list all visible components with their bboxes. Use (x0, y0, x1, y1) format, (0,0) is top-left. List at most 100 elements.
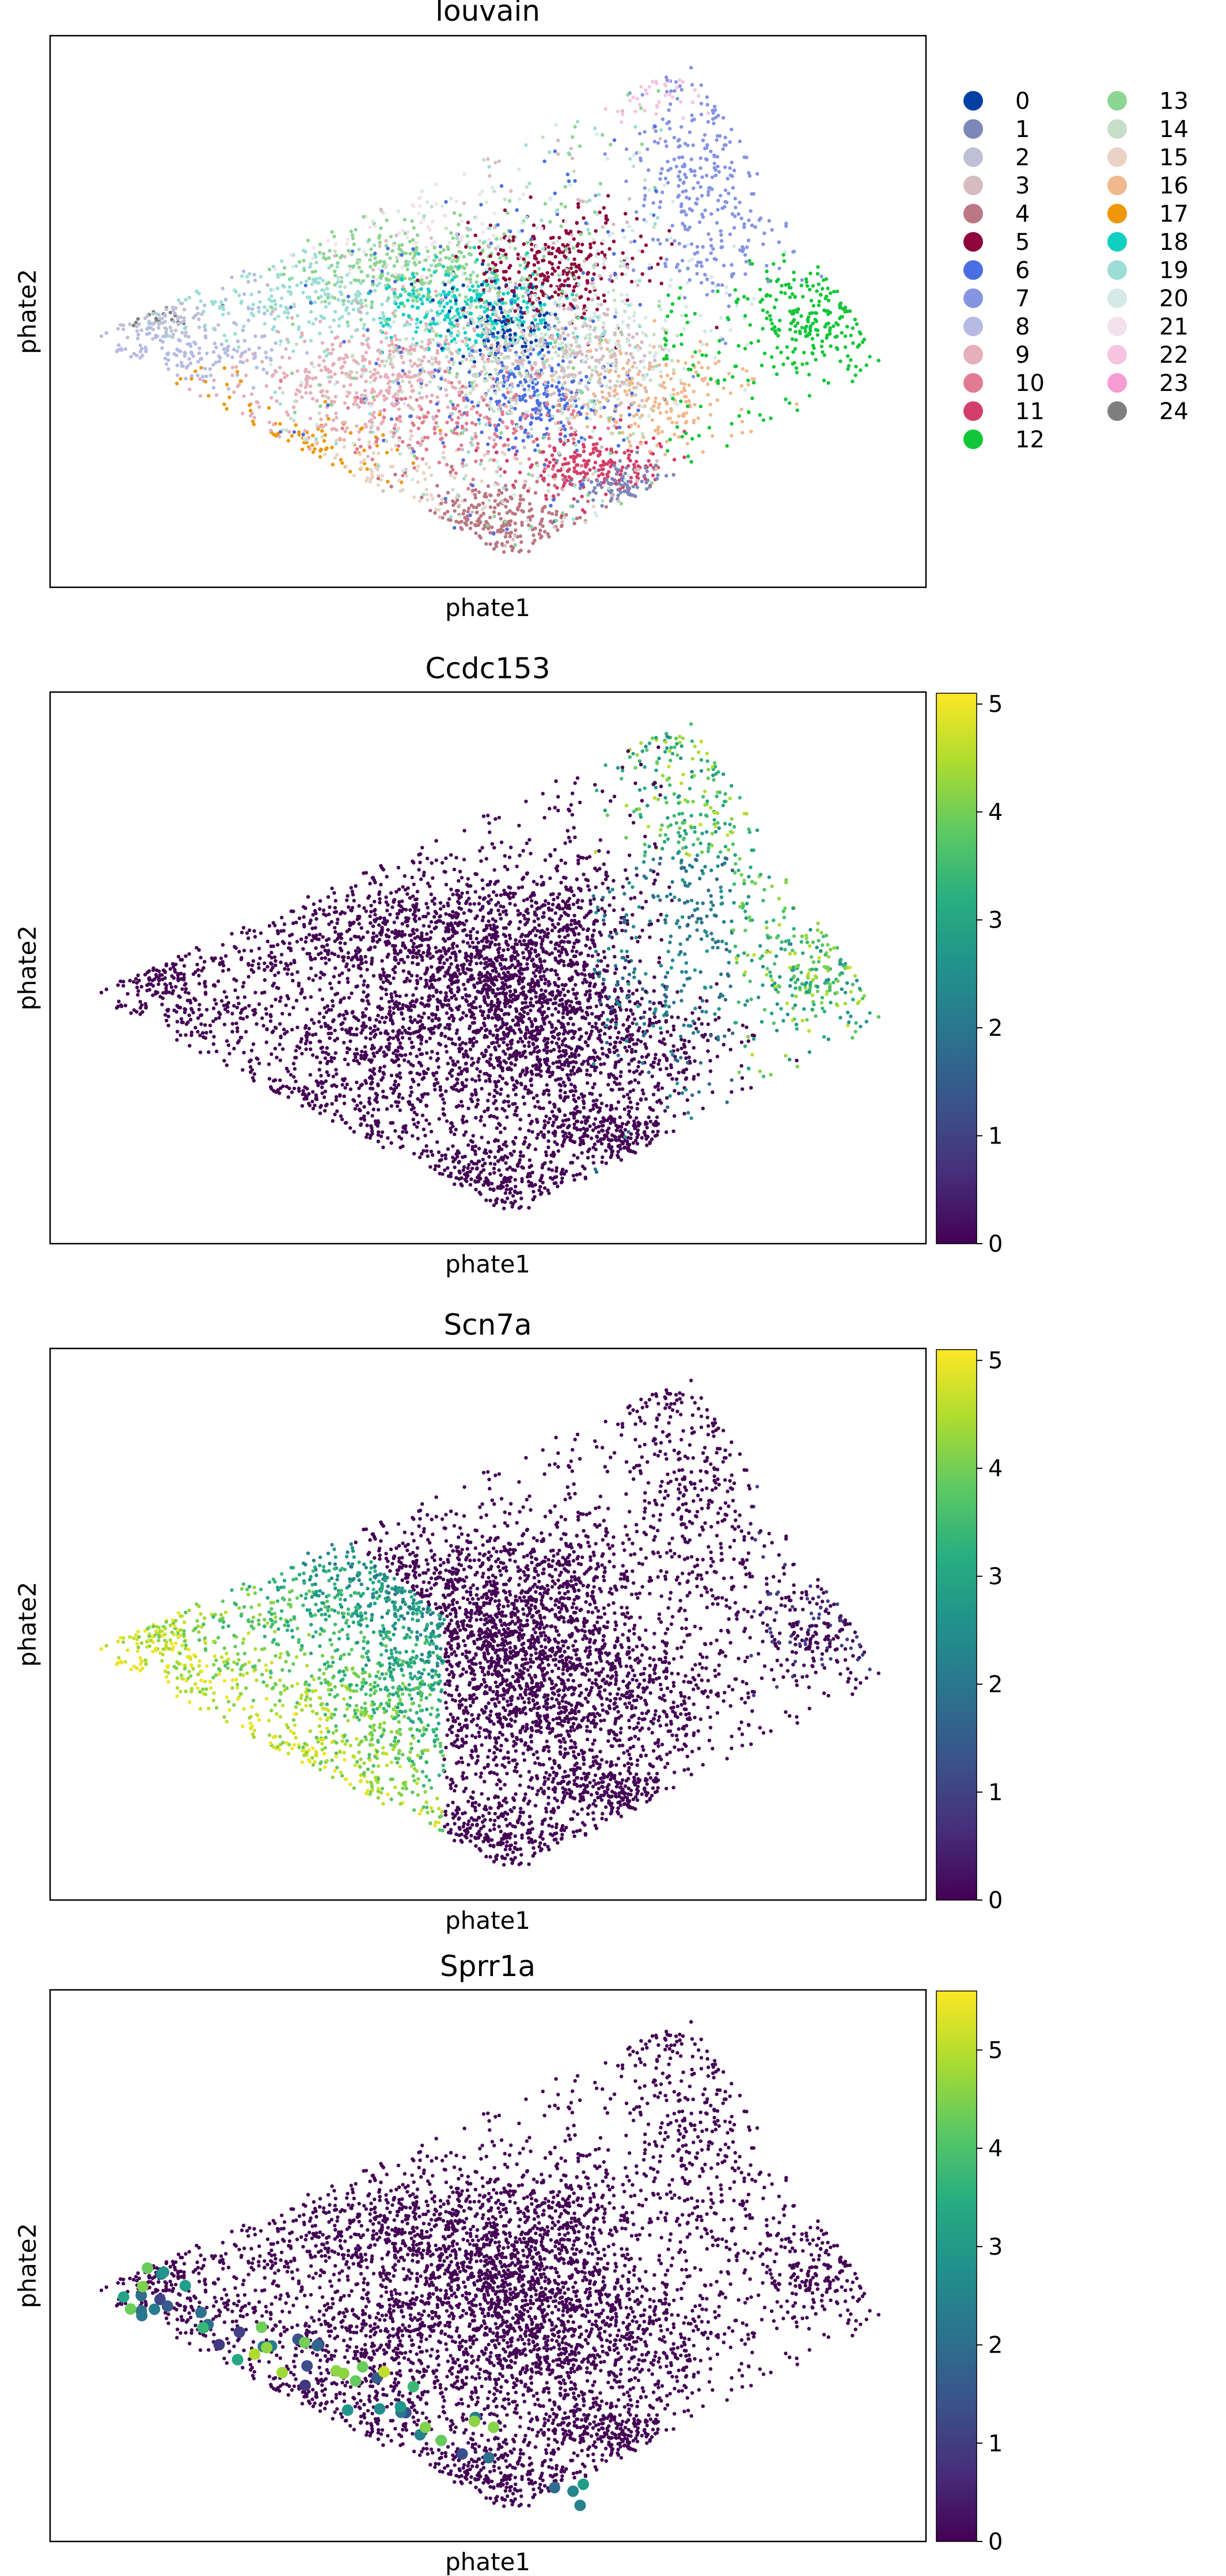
scatter-point (446, 366, 450, 370)
scatter-point (853, 317, 857, 322)
scatter-point (815, 328, 820, 332)
scatter-point (354, 278, 358, 283)
scatter-point (437, 461, 441, 465)
scatter-point (398, 350, 403, 355)
scatter-point (226, 311, 231, 316)
scatter-point (276, 275, 280, 279)
scatter-point (568, 306, 572, 310)
scatter-point (559, 202, 563, 206)
scatter-point (445, 314, 450, 318)
scatter-point (573, 396, 577, 400)
scatter-point (557, 403, 561, 407)
scatter-point (343, 430, 347, 434)
scatter-point (656, 405, 661, 410)
scatter-point (673, 239, 677, 243)
scatter-point (487, 526, 491, 531)
scatter-point (188, 387, 192, 392)
scatter-point (493, 506, 497, 510)
scatter-point (709, 275, 713, 279)
scatter-point (447, 309, 451, 313)
scatter-point (693, 402, 697, 407)
scatter-point (268, 356, 272, 360)
scatter-point (456, 404, 460, 408)
scatter-point (506, 410, 510, 414)
scatter-point (307, 370, 311, 374)
scatter-point (527, 181, 532, 185)
scatter-point (742, 295, 746, 299)
scatter-point (99, 334, 104, 339)
scatter-point (467, 506, 471, 511)
scatter-point (174, 328, 178, 333)
scatter-point (377, 267, 381, 271)
scatter-point (525, 306, 529, 310)
scatter-point (709, 329, 713, 333)
scatter-point (514, 436, 518, 440)
scatter-point (402, 304, 407, 308)
scatter-point (432, 245, 436, 250)
scatter-point (408, 446, 412, 450)
scatter-point (498, 344, 502, 348)
scatter-point (581, 359, 586, 363)
scatter-point (453, 509, 457, 513)
scatter-point (542, 392, 546, 396)
scatter-point (364, 368, 368, 372)
scatter-point (472, 329, 477, 333)
scatter-point (508, 534, 512, 538)
scatter-point (307, 320, 311, 324)
scatter-point (466, 517, 470, 522)
scatter-point (450, 465, 454, 469)
scatter-point (318, 404, 322, 408)
scatter-point (565, 268, 569, 272)
scatter-point (571, 288, 576, 293)
scatter-point (371, 275, 375, 279)
scatter-point (393, 309, 397, 313)
scatter-point (546, 489, 551, 493)
scatter-point (601, 499, 605, 503)
scatter-point (652, 225, 656, 229)
scatter-point (461, 458, 465, 462)
scatter-point (542, 303, 546, 307)
scatter-point (304, 279, 309, 283)
scatter-point (533, 448, 537, 453)
scatter-point (357, 405, 361, 409)
scatter-point (840, 330, 844, 335)
scatter-point (431, 356, 435, 360)
scatter-point (214, 393, 219, 397)
scatter-point (561, 462, 565, 466)
scatter-point (541, 259, 545, 263)
scatter-point (820, 339, 825, 343)
scatter-point (449, 473, 453, 477)
scatter-point (420, 275, 424, 279)
scatter-point (465, 234, 469, 238)
scatter-point (384, 265, 388, 269)
scatter-point (420, 457, 425, 461)
scatter-point (449, 334, 454, 338)
scatter-point (570, 432, 574, 436)
scatter-point (412, 292, 416, 296)
scatter-point (378, 318, 382, 322)
scatter-point (242, 339, 247, 343)
scatter-point (658, 370, 663, 374)
scatter-point (397, 246, 401, 251)
scatter-point (564, 396, 568, 400)
scatter-point (477, 400, 481, 404)
scatter-point (390, 402, 394, 406)
scatter-point (370, 430, 375, 434)
scatter-point (542, 530, 547, 534)
scatter-point (792, 318, 796, 322)
scatter-point (447, 290, 451, 295)
scatter-point (619, 120, 624, 124)
scatter-point (486, 442, 490, 446)
scatter-point (525, 251, 529, 255)
scatter-point (446, 329, 450, 333)
scatter-point (564, 229, 568, 233)
scatter-point (546, 432, 551, 436)
scatter-point (146, 314, 150, 318)
scatter-point (849, 333, 853, 337)
scatter-point (284, 428, 289, 432)
scatter-point (347, 391, 352, 395)
scatter-point (431, 415, 435, 419)
scatter-point (433, 511, 437, 515)
scatter-point (393, 314, 397, 318)
scatter-point (368, 258, 372, 262)
